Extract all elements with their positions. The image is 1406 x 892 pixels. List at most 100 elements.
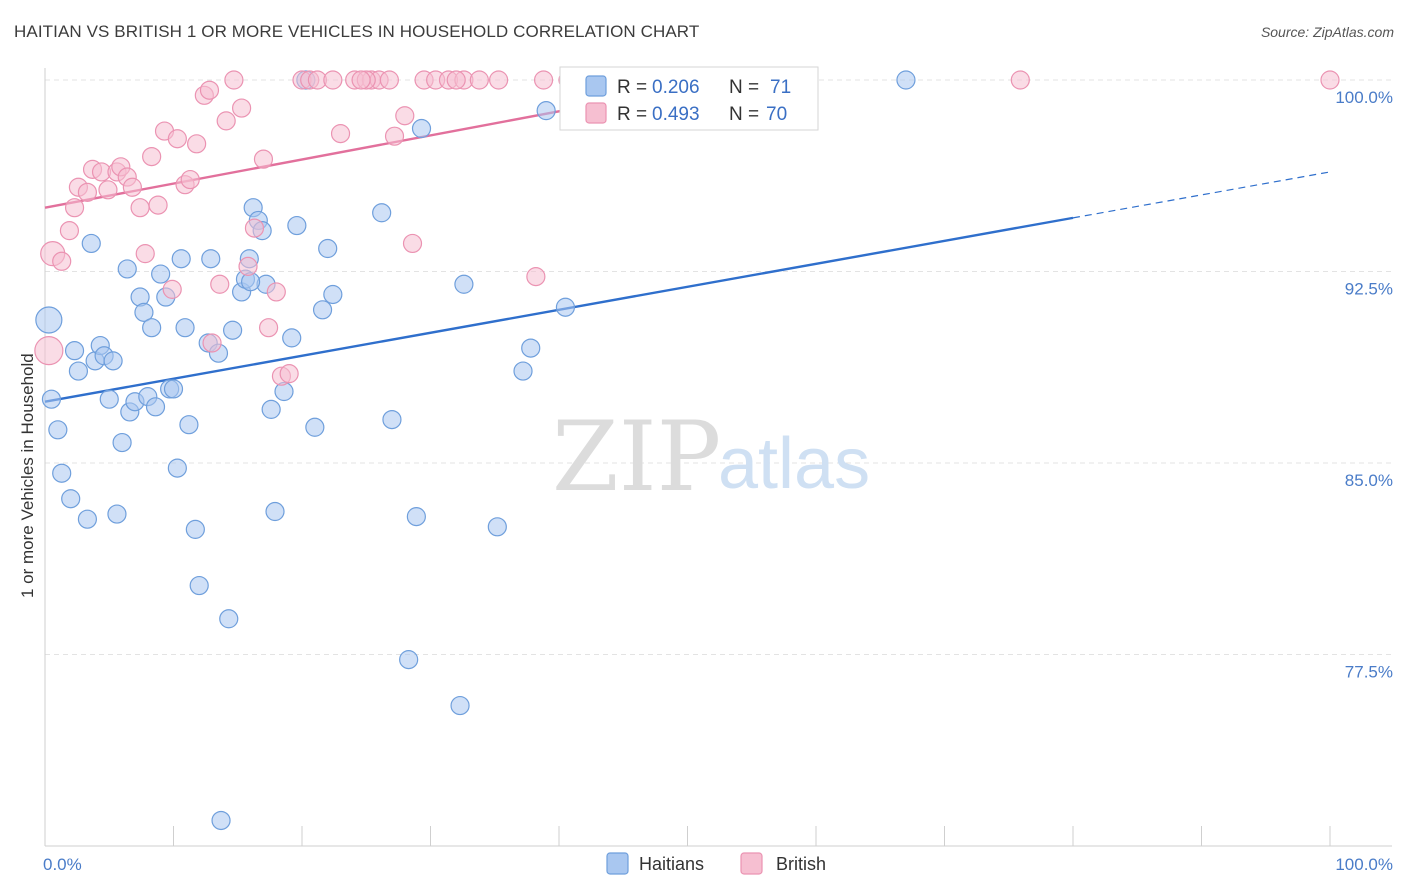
- legend-r-value-british: 0.493: [652, 104, 700, 125]
- series-legend-swatch-haitians: [606, 852, 629, 875]
- haitians-point: [81, 233, 101, 254]
- british-point: [224, 70, 244, 90]
- legend-swatch-british: [585, 102, 607, 124]
- british-point: [238, 256, 258, 276]
- haitians-point: [112, 432, 132, 453]
- haitians-point: [555, 297, 576, 317]
- british-point: [77, 182, 98, 202]
- haitians-point: [219, 609, 239, 629]
- british-point: [135, 244, 155, 264]
- british-point: [395, 106, 415, 126]
- haitians-point: [450, 695, 470, 716]
- british-point: [244, 218, 265, 238]
- haitians-point: [99, 389, 119, 409]
- y-tick-label: 100.0%: [1335, 88, 1393, 107]
- haitians-point: [41, 389, 62, 409]
- haitians-point: [211, 810, 231, 831]
- haitians-point: [179, 415, 199, 435]
- british-point: [469, 70, 489, 90]
- haitians-point: [318, 238, 338, 259]
- british-point: [533, 70, 554, 90]
- haitians-point: [382, 409, 402, 430]
- british-point: [199, 80, 220, 100]
- haitians-point: [399, 650, 419, 670]
- british-point: [187, 134, 207, 154]
- y-tick-label: 92.5%: [1345, 280, 1393, 299]
- british-point: [142, 147, 162, 167]
- legend-n-value-british: 70: [766, 104, 787, 125]
- haitians-point: [52, 463, 72, 483]
- haitians-point: [175, 318, 195, 338]
- british-point: [167, 129, 187, 149]
- series-legend-label-haitians: Haitians: [639, 854, 704, 874]
- haitians-trend-extension: [1072, 171, 1331, 219]
- british-point: [216, 111, 236, 131]
- haitians-point: [107, 504, 127, 524]
- haitians-point: [265, 501, 285, 522]
- british-point: [1010, 70, 1030, 90]
- british-point: [98, 180, 118, 200]
- legend-n-value-haitians: 71: [770, 77, 791, 98]
- y-axis-label: 1 or more Vehicles in Household: [18, 353, 37, 598]
- watermark-atlas: atlas: [718, 424, 870, 504]
- legend-r-value-haitians: 0.206: [652, 77, 700, 98]
- haitians-point: [223, 320, 243, 340]
- haitians-point: [287, 215, 307, 236]
- haitians-point: [134, 302, 154, 322]
- x-tick-label-max: 100.0%: [1335, 855, 1393, 874]
- x-tick-labels: 0.0% 100.0%: [43, 855, 1393, 874]
- british-point: [202, 333, 222, 353]
- data-points: [34, 70, 1340, 831]
- haitians-point: [48, 420, 68, 440]
- source-credit: Source: ZipAtlas.com: [1260, 24, 1394, 40]
- haitians-point: [142, 318, 162, 338]
- series-legend-swatch-british: [740, 852, 763, 875]
- haitians-point: [536, 101, 556, 121]
- haitians-point: [151, 264, 171, 284]
- british-point: [351, 70, 371, 90]
- haitians-point: [487, 517, 507, 537]
- series-legend: Haitians British: [606, 852, 826, 875]
- british-point: [59, 221, 80, 241]
- watermark-zip: ZIP: [552, 401, 721, 513]
- haitians-point: [167, 458, 187, 478]
- haitians-point: [68, 361, 89, 381]
- haitians-point: [77, 509, 98, 529]
- haitians-point: [372, 203, 392, 223]
- haitians-point: [454, 274, 474, 294]
- british-point: [266, 282, 286, 302]
- haitians-point: [145, 397, 166, 417]
- legend-swatch-haitians: [585, 75, 607, 97]
- haitians-point: [171, 249, 191, 269]
- haitians-point: [163, 379, 184, 399]
- british-point: [402, 233, 423, 254]
- haitians-point: [521, 338, 541, 358]
- chart-title: HAITIAN VS BRITISH 1 OR MORE VEHICLES IN…: [14, 22, 700, 41]
- haitians-point: [185, 519, 205, 539]
- british-point: [279, 364, 299, 384]
- legend-r-label-haitians: R =: [617, 77, 647, 98]
- british-point: [122, 177, 142, 197]
- british-point: [210, 274, 230, 294]
- stats-legend: R = 0.206 N = 71 R = 0.493 N = 70: [559, 66, 819, 131]
- british-point: [379, 70, 399, 90]
- y-tick-label: 85.0%: [1345, 471, 1393, 490]
- british-point: [330, 124, 351, 144]
- haitians-point: [513, 361, 533, 381]
- haitians-point: [282, 328, 302, 348]
- haitians-point: [64, 341, 85, 361]
- british-point: [232, 98, 252, 118]
- haitians-point: [323, 284, 343, 305]
- haitians-point: [406, 507, 426, 527]
- british-point: [180, 169, 200, 190]
- haitians-point: [201, 249, 221, 269]
- british-point: [253, 149, 274, 169]
- british-point: [34, 336, 64, 366]
- british-point: [489, 70, 509, 90]
- haitians-point: [305, 417, 325, 437]
- haitians-point: [189, 575, 209, 596]
- british-point: [526, 267, 546, 287]
- british-point: [323, 70, 343, 90]
- british-point: [130, 198, 150, 218]
